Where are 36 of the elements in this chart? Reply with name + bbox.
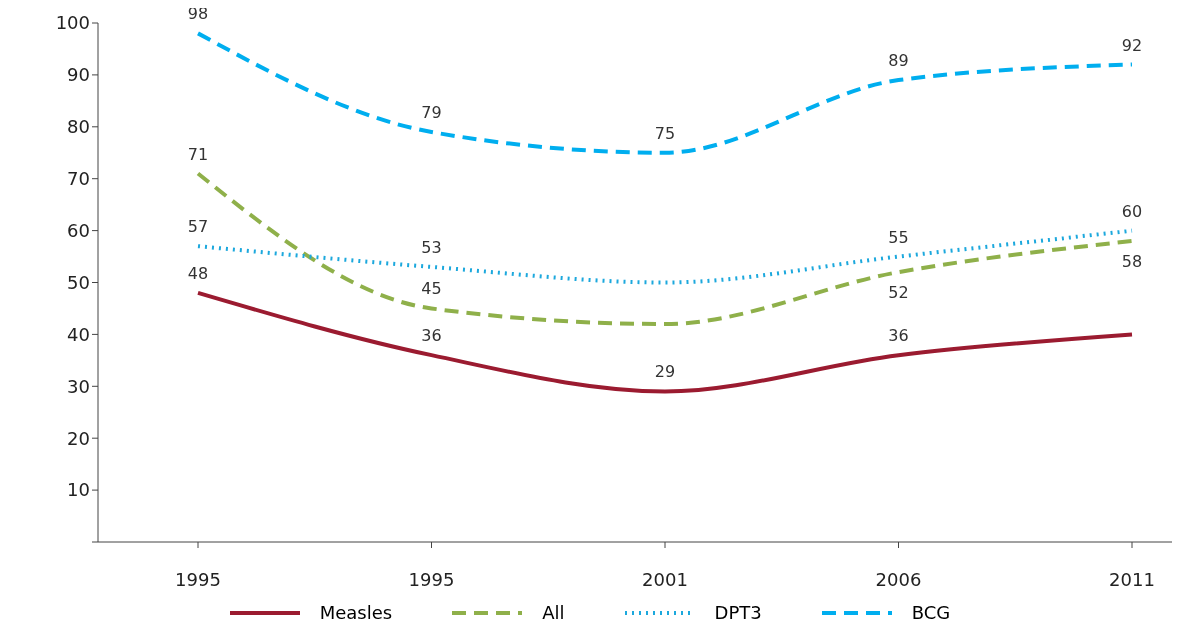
data-label: 57 <box>187 217 209 237</box>
legend-label: All <box>541 602 565 623</box>
y-tick-label: 90 <box>67 64 90 86</box>
data-label: 48 <box>187 263 209 283</box>
y-tick-label: 30 <box>67 375 90 397</box>
data-label: 58 <box>1121 251 1143 271</box>
data-label: 75 <box>654 123 676 143</box>
data-label: 98 <box>187 4 209 24</box>
data-label: 89 <box>888 51 909 71</box>
x-tick-label: 2011 <box>1109 568 1155 590</box>
x-tick-label: 2006 <box>875 568 922 590</box>
y-tick-label: 60 <box>67 219 90 241</box>
data-label: 79 <box>421 102 442 122</box>
data-label: 52 <box>888 283 909 303</box>
data-label: 92 <box>1121 35 1143 55</box>
legend-label: Measles <box>318 602 393 623</box>
data-label: 55 <box>888 227 909 247</box>
data-label: 71 <box>187 144 209 164</box>
x-tick-label: 1995 <box>408 568 455 590</box>
data-label: 29 <box>654 362 676 382</box>
y-tick-label: 70 <box>67 168 90 190</box>
legend-label: BCG <box>910 602 951 623</box>
data-label: 53 <box>421 237 442 257</box>
x-tick-label: 1995 <box>175 568 221 590</box>
x-tick-label: 2001 <box>642 568 688 590</box>
y-tick-label: 100 <box>55 12 90 34</box>
y-tick-label: 50 <box>67 271 90 293</box>
y-tick-label: 20 <box>67 427 90 449</box>
data-label: 36 <box>888 326 909 346</box>
legend-label: DPT3 <box>713 602 762 623</box>
y-tick-label: 10 <box>67 479 90 501</box>
y-tick-label: 80 <box>67 116 90 138</box>
data-label: 45 <box>421 279 442 299</box>
data-label: 60 <box>1121 201 1143 221</box>
data-label: 36 <box>421 326 442 346</box>
y-tick-label: 40 <box>67 323 90 345</box>
